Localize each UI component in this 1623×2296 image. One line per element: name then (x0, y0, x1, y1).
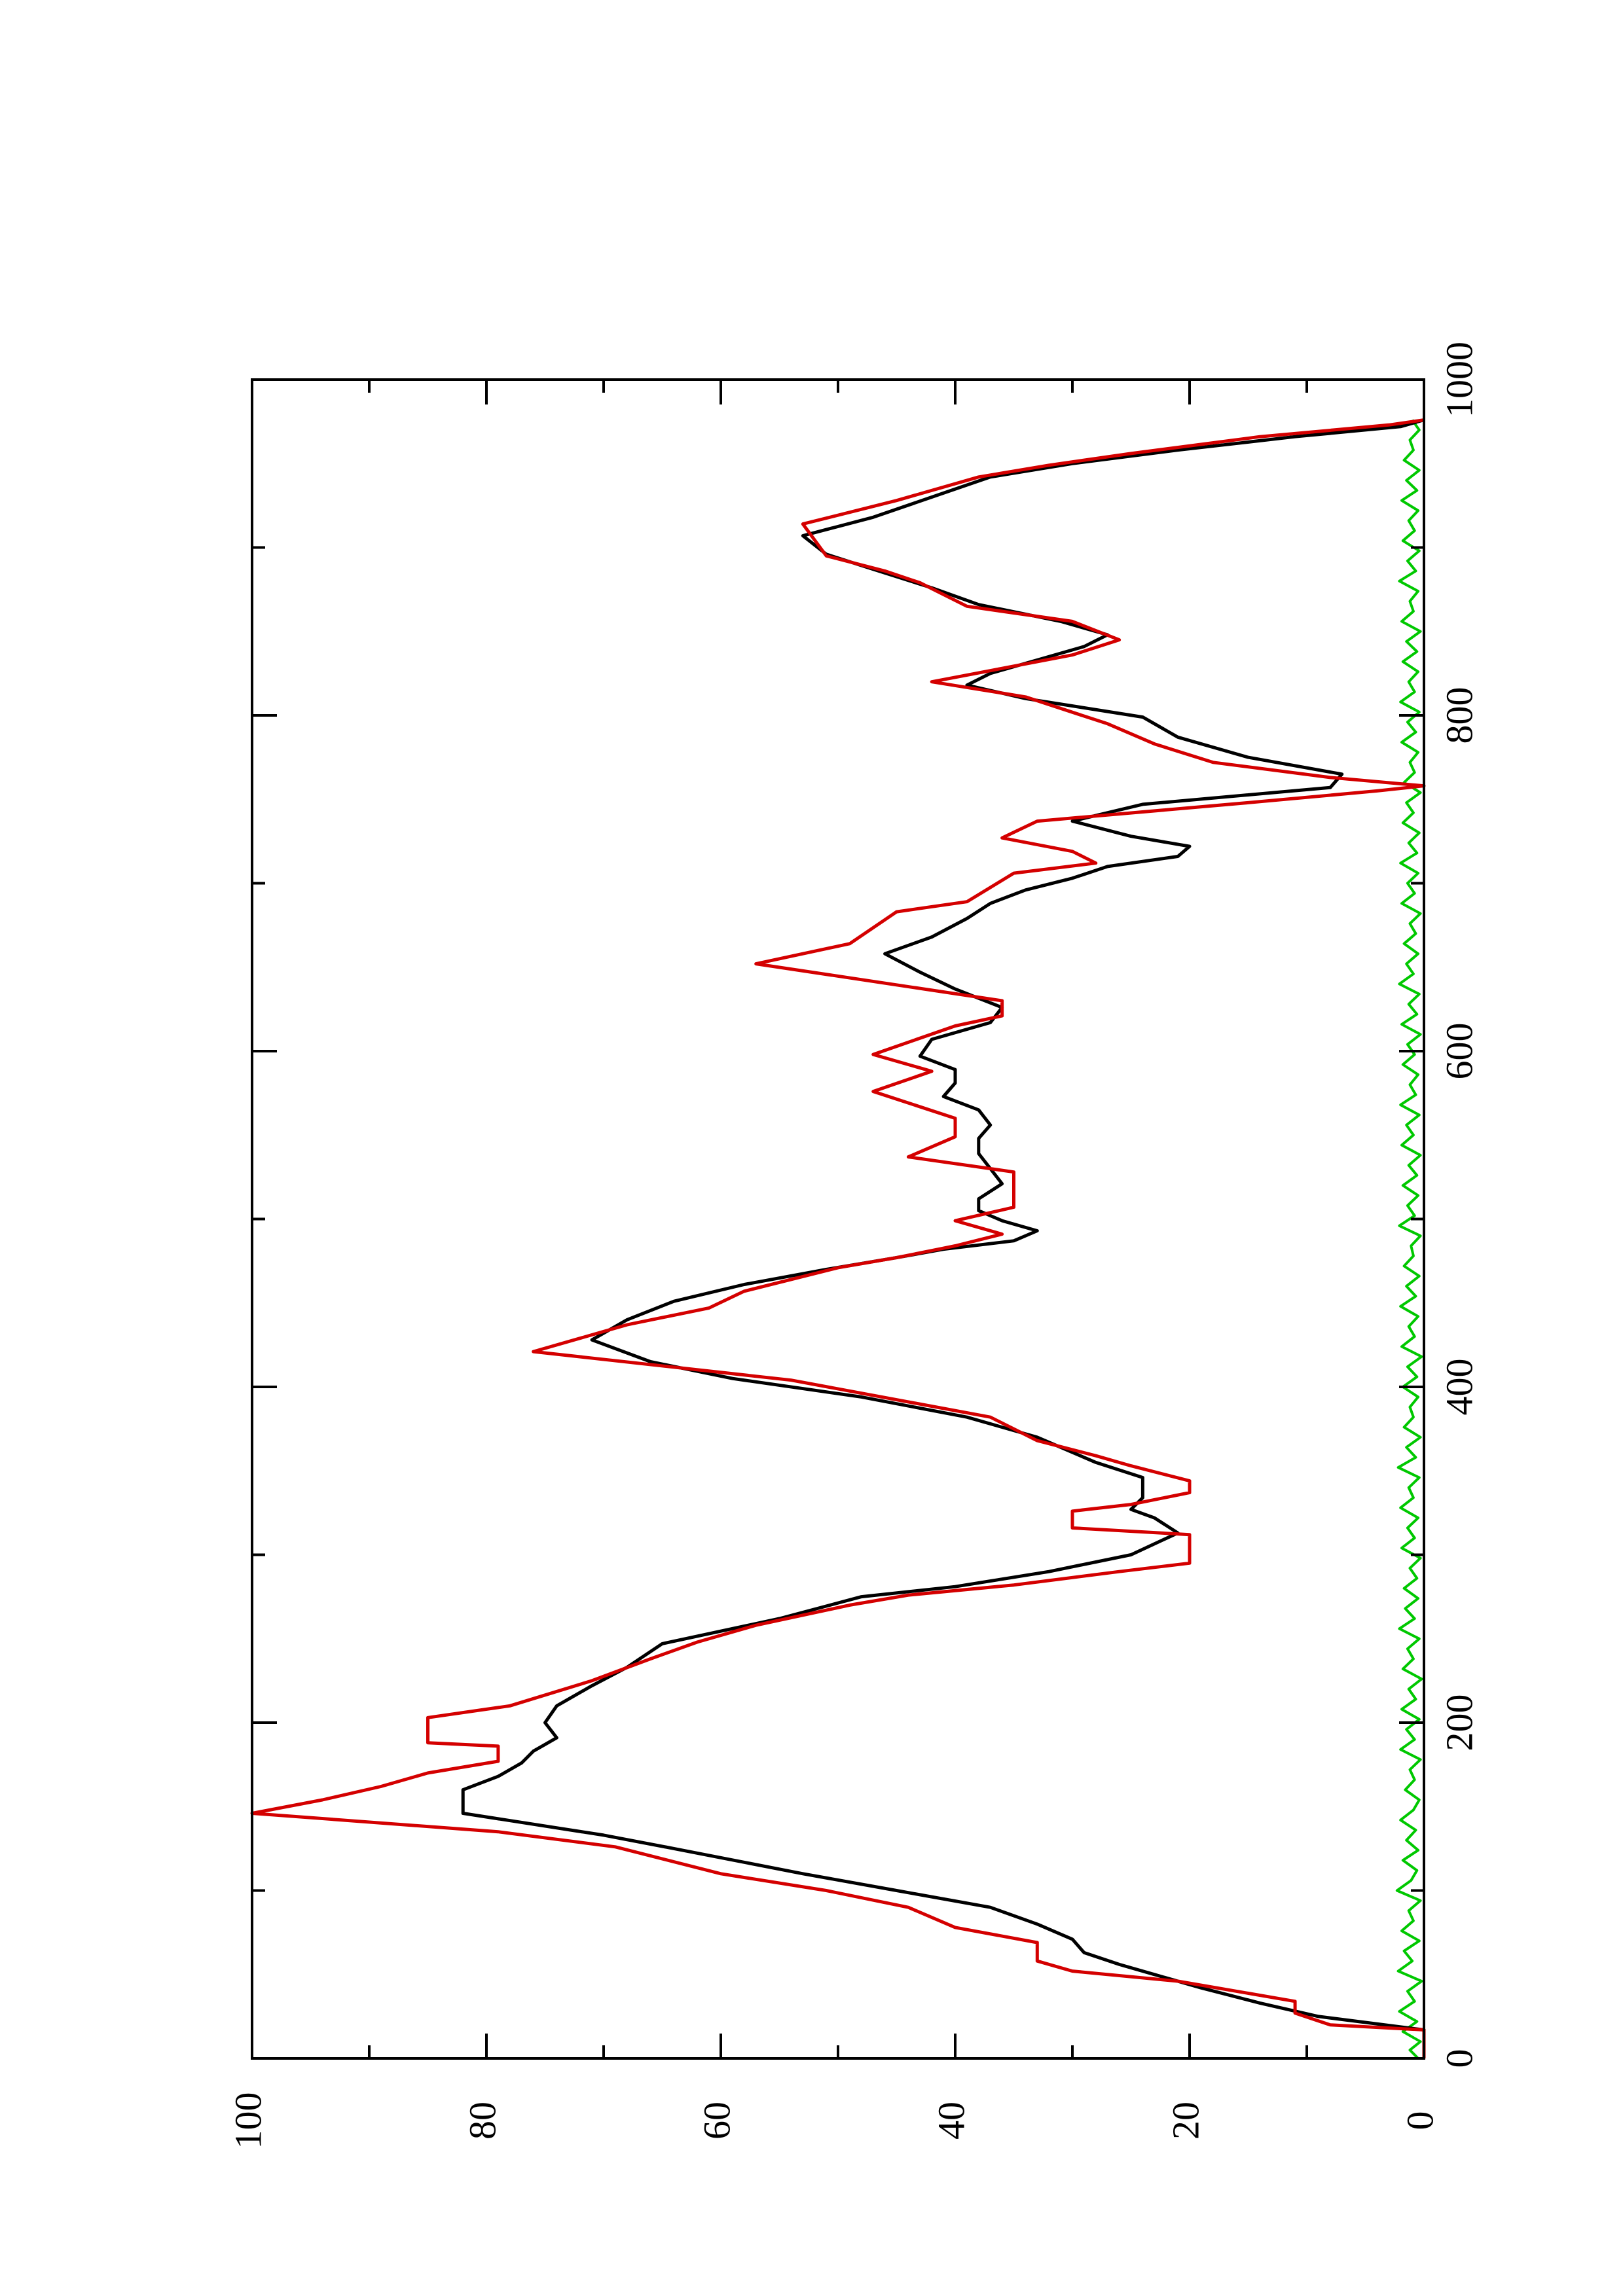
y-tick-label: 100 (227, 2092, 269, 2149)
y-tick-label: 40 (930, 2102, 972, 2140)
tick-labels-layer: 0 200 400 600 800 1000 0 20 40 60 80 100 (227, 342, 1480, 2149)
x-tick-label: 400 (1438, 1359, 1480, 1416)
x-tick-label: 1000 (1438, 342, 1480, 418)
y-tick-label: 80 (461, 2102, 503, 2140)
x-tick-label: 200 (1438, 1695, 1480, 1751)
y-tick-label: 60 (695, 2102, 738, 2140)
series-line-2 (1395, 419, 1423, 2060)
series-line-0 (250, 418, 1426, 2058)
series-line-1 (461, 418, 1426, 2058)
series-layer (250, 418, 1426, 2060)
y-tick-label: 20 (1164, 2102, 1207, 2140)
x-tick-label: 800 (1438, 687, 1480, 744)
x-tick-label: 0 (1438, 2049, 1480, 2068)
ticks-layer (251, 378, 1425, 2060)
y-tick-label: 0 (1398, 2111, 1441, 2130)
x-tick-label: 600 (1438, 1023, 1480, 1080)
